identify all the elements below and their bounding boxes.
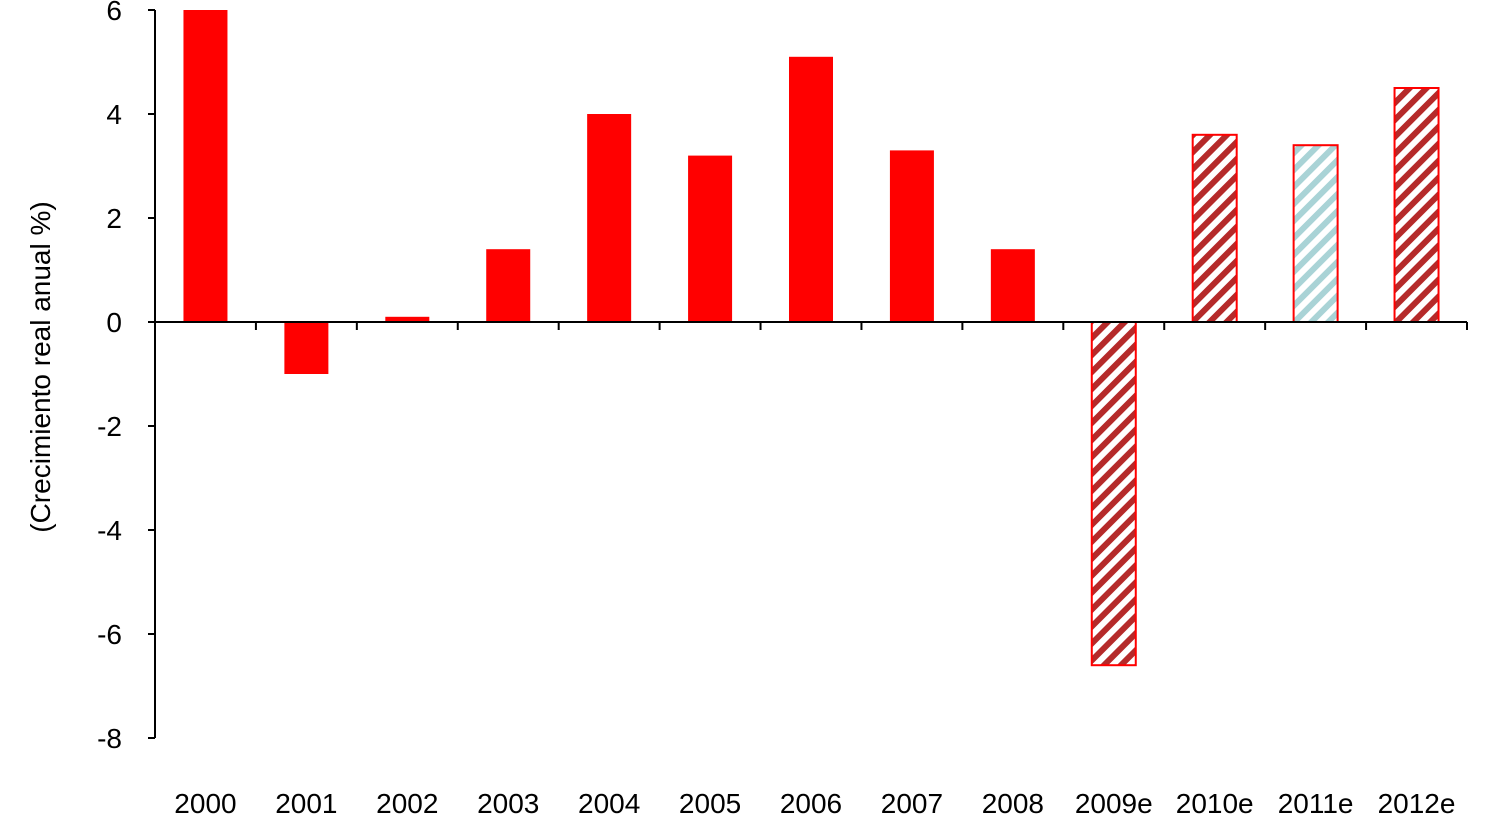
y-tick-label: 4 [106, 99, 122, 130]
x-tick-labels: 2000 2001 2002 2003 2004 2005 2006 2007 2008 2009… [174, 788, 1455, 819]
y-tick-label: -2 [97, 411, 122, 442]
bar-2011e [1292, 144, 1339, 323]
x-tick-label-2011e: 2011e [1278, 788, 1354, 819]
y-tick-label: -8 [97, 723, 122, 754]
axes-group [148, 9, 1468, 739]
bar-2004 [587, 114, 632, 322]
x-tick-label-2000: 2000 [174, 788, 236, 819]
x-tick-label-2002: 2002 [376, 788, 438, 819]
bar-2010e [1191, 133, 1238, 323]
bar-2002 [385, 316, 430, 322]
x-tick-label-2004: 2004 [578, 788, 640, 819]
bar-2006 [789, 56, 833, 323]
bar-2000 [183, 10, 228, 322]
y-tick-label: 0 [106, 307, 122, 338]
x-tick-label-2009e: 2009e [1075, 788, 1153, 819]
bars-group [183, 10, 1440, 667]
bar-2008 [990, 249, 1035, 322]
x-tick-label-2005: 2005 [679, 788, 741, 819]
bar-2007 [889, 150, 934, 322]
x-tick-label-2007: 2007 [881, 788, 943, 819]
y-axis-title: (Crecimiento real anual %) [25, 201, 56, 532]
x-tick-label-2012e: 2012e [1378, 788, 1456, 819]
y-tick-label: 2 [106, 203, 122, 234]
x-tick-label-2001: 2001 [275, 788, 337, 819]
bar-2003 [486, 249, 531, 322]
y-tick-labels: 6 4 2 0 -2 -4 -6 -8 [97, 0, 122, 754]
x-tick-label-2003: 2003 [477, 788, 539, 819]
bar-2001 [284, 322, 329, 374]
bar-2009e [1090, 321, 1137, 667]
bar-2012e [1393, 87, 1440, 323]
y-tick-label: -4 [97, 515, 122, 546]
x-tick-label-2006: 2006 [780, 788, 842, 819]
y-tick-label: 6 [106, 0, 122, 26]
x-tick-label-2008: 2008 [982, 788, 1044, 819]
bar-2005 [688, 155, 733, 322]
x-tick-label-2010e: 2010e [1176, 788, 1254, 819]
y-tick-label: -6 [97, 619, 122, 650]
